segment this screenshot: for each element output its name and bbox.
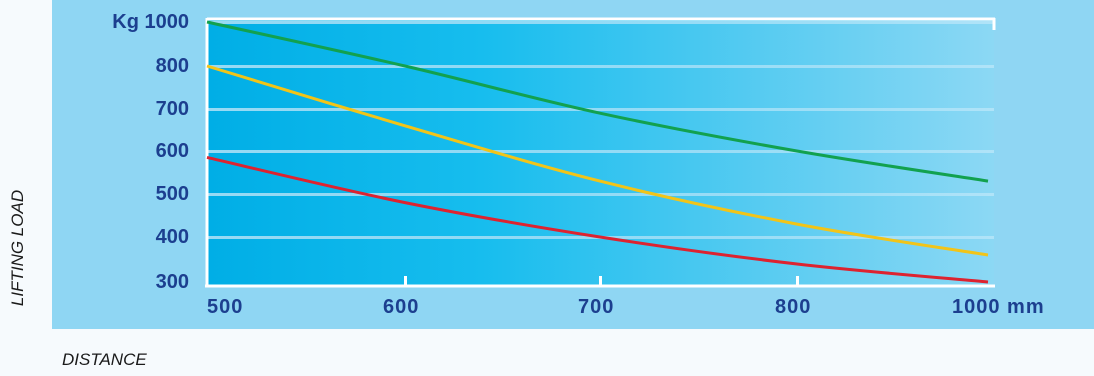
y-tick-label: 700: [155, 98, 189, 120]
y-tick-label: 500: [155, 183, 189, 205]
x-axis-label: DISTANCE: [62, 350, 147, 369]
gridline: [207, 21, 994, 24]
gridline: [207, 108, 994, 111]
x-tick-mark: [796, 276, 799, 286]
x-tick-label: 800: [775, 296, 812, 318]
y-tick-label: 400: [155, 226, 189, 248]
series-line-3: [206, 155, 989, 284]
y-tick-label: 600: [155, 140, 189, 162]
x-tick-label: 600: [383, 296, 420, 318]
x-tick-label: 500: [207, 296, 244, 318]
x-tick-mark: [599, 276, 602, 286]
x-tick-mark: [404, 276, 407, 286]
gridline: [207, 65, 994, 68]
y-axis-label: LIFTING LOAD: [8, 189, 27, 307]
x-tick-label: 700: [578, 296, 615, 318]
gridline: [207, 193, 994, 196]
series-line-1: [206, 20, 989, 183]
x-tick-label: 1000 mm: [952, 296, 1045, 318]
gridline: [207, 150, 994, 153]
y-tick-label: 300: [155, 271, 189, 293]
y-tick-label: 800: [155, 55, 189, 77]
series-line-2: [206, 64, 989, 257]
y-tick-label: Kg 1000: [112, 11, 189, 33]
